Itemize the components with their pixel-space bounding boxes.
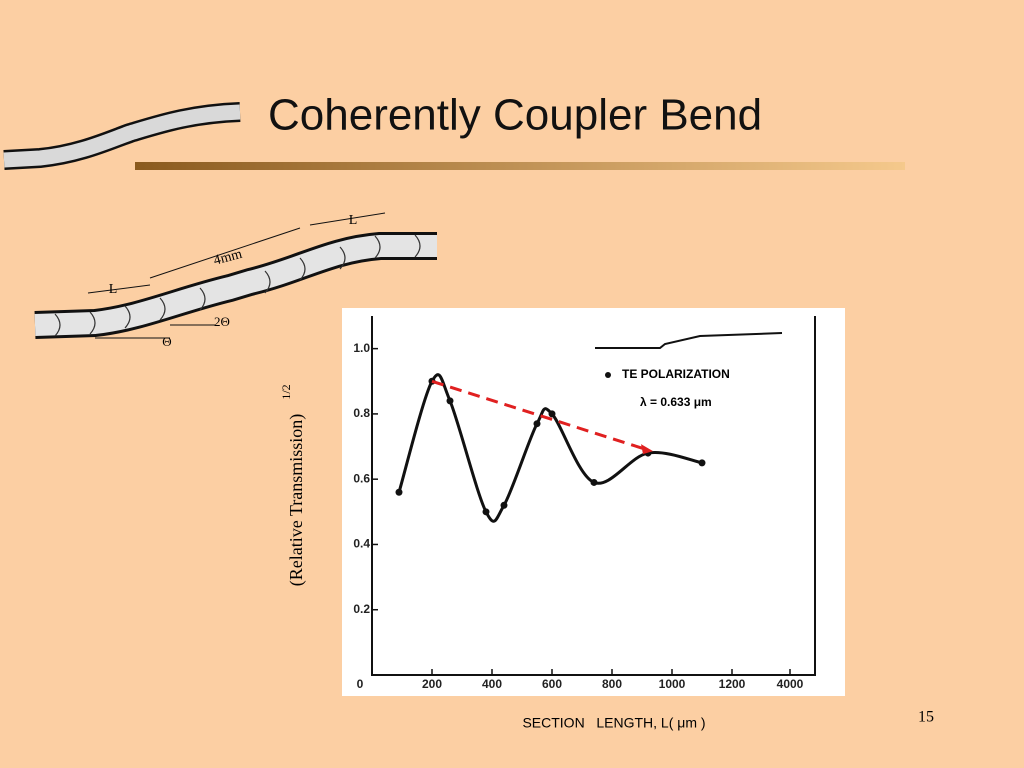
x-tick-label: 4000 [777,677,804,691]
page-number: 15 [918,709,934,726]
data-point [395,488,403,496]
diagram-label: 2Θ [214,314,230,329]
data-point [446,397,454,405]
trend-arrow-head [641,444,653,455]
legend-rule [595,332,783,349]
data-point [482,508,490,516]
series-line [397,373,703,523]
x-tick-label: 800 [602,677,622,691]
y-tick-label: 0.6 [353,471,370,485]
y-tick-label: 1.0 [353,341,370,355]
data-point [590,478,598,486]
data-point [698,459,706,467]
x-tick-label: 600 [542,677,562,691]
x-tick-label: 200 [422,677,442,691]
data-point [548,410,556,418]
bend-diagram [34,212,437,339]
x-tick-label: 1200 [719,677,746,691]
plot: 0 200 400 600 800 1000 1200 4000 0.2 0.4 0.6 0.8 1.0… [353,316,816,691]
x-axis-label: SECTION LENGTH, L( μm ) [522,715,705,731]
y-tick-label: 0.4 [353,537,370,551]
x-tick-label: 400 [482,677,502,691]
x-tick-label: 1000 [659,677,686,691]
plot-area [342,308,845,696]
data-point [500,501,508,509]
data-point [533,420,541,428]
waveguide-icon [3,102,241,170]
legend-label: TE POLARIZATION [622,367,730,381]
annotation: λ = 0.633 μm [640,395,712,409]
y-tick-label: 0.8 [353,406,370,420]
diagram-label: L [109,282,118,297]
x-tick-label: 0 [357,677,364,691]
diagram-label: L [349,213,358,228]
diagram-label: Θ [162,334,171,349]
legend-marker [605,372,611,378]
plot-frame [371,316,816,676]
y-axis-exponent: 1/2 [279,384,293,399]
y-tick-label: 0.2 [353,602,370,616]
title-underline [135,162,905,170]
slide-title: Coherently Coupler Bend [268,91,762,140]
y-axis-label: (Relative Transmission) [286,414,307,587]
diagram-label: 4mm [212,247,244,269]
